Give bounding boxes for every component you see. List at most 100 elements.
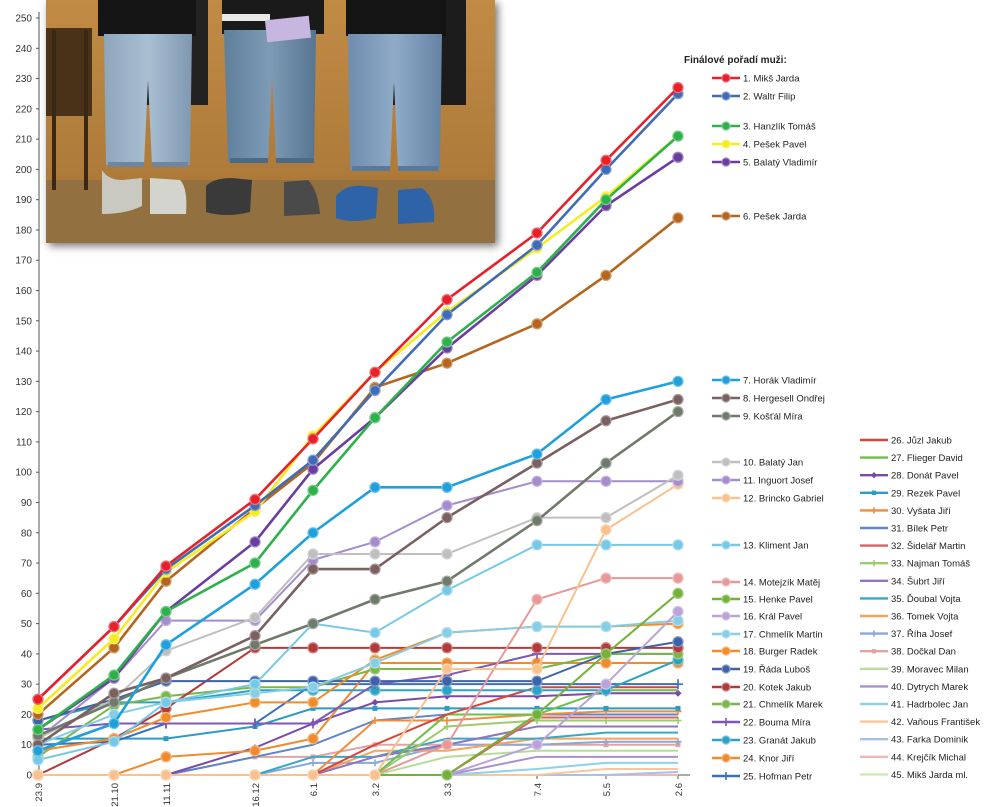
data-point (369, 675, 381, 687)
legend-entry: 24. Knor Jiří (712, 753, 795, 765)
x-axis: 23.9 21.10 11.11 16.12 6.1 3.2 3.3 7.4 5.5 2.6 (34, 774, 690, 807)
data-point (600, 620, 612, 633)
series-6 (32, 212, 684, 721)
data-point (249, 578, 261, 590)
data-point (108, 736, 120, 748)
x-tick-label: 3.3 (443, 783, 454, 796)
legend-entry: 19. Řáda Luboš (712, 664, 810, 676)
legend-entry: 39. Moravec Milan (860, 664, 969, 675)
data-point (721, 682, 731, 692)
data-point (672, 130, 684, 142)
legend: Finálové pořadí muži: 1. Mikš Jarda 2. Wa… (684, 55, 980, 783)
legend-label: 24. Knor Jiří (743, 754, 795, 765)
legend-entry: 11. Inguort Josef (712, 475, 813, 487)
legend-entry: 16. Král Pavel (712, 611, 802, 623)
x-tick-label: 6.1 (309, 783, 320, 796)
legend-entry: 31. Bílek Petr (860, 524, 948, 535)
series-13 (32, 539, 684, 766)
y-tick-label: 120 (15, 407, 32, 418)
legend-label: 43. Farka Dominik (891, 735, 968, 746)
series-3 (32, 130, 684, 736)
y-tick-label: 50 (21, 619, 33, 630)
legend-entry: 44. Krejčík Michal (860, 752, 966, 763)
data-point (534, 705, 540, 711)
legend-entry: 2. Waltr Filip (712, 91, 795, 103)
data-point (721, 594, 731, 604)
legend-label: 40. Dytrych Marek (891, 682, 968, 693)
legend-label: 17. Chmelík Martin (743, 630, 823, 641)
series-12 (32, 478, 684, 781)
data-point (600, 154, 612, 166)
data-point (307, 696, 319, 708)
data-point (672, 212, 684, 224)
legend-entry: 45. Mikš Jarda ml. (860, 770, 968, 781)
legend-label: 2. Waltr Filip (743, 92, 795, 103)
data-point (441, 627, 453, 639)
data-point (531, 539, 543, 551)
legend-entry: 28. Donát Pavel (860, 471, 959, 482)
data-point (721, 73, 731, 83)
x-tick-label: 3.2 (371, 783, 382, 796)
series-line (37, 646, 678, 776)
series-line (37, 474, 679, 740)
data-point (721, 393, 731, 403)
data-point (249, 493, 261, 506)
data-point (369, 657, 381, 669)
x-tick-label: 21.10 (110, 783, 121, 807)
data-point (369, 481, 381, 493)
series-line (38, 483, 679, 776)
y-tick-label: 90 (21, 498, 33, 509)
data-point (441, 309, 453, 321)
data-point (32, 693, 44, 705)
data-point (443, 716, 451, 724)
data-point (308, 718, 318, 729)
legend-label: 25. Hofman Petr (743, 772, 812, 783)
data-point (721, 577, 731, 587)
legend-label: 16. Král Pavel (743, 612, 802, 623)
legend-label: 14. Motejzík Matěj (743, 578, 820, 589)
data-point (672, 405, 684, 418)
data-point (441, 663, 453, 675)
data-point (160, 711, 172, 724)
data-point (675, 705, 681, 711)
data-point (672, 375, 684, 388)
legend-entry: 29. Rezek Pavel (860, 488, 960, 499)
y-tick-label: 200 (15, 165, 32, 176)
legend-label: 23. Granát Jakub (743, 736, 816, 747)
y-tick-label: 70 (21, 559, 33, 570)
legend-label: 21. Chmelík Marek (743, 700, 823, 711)
legend-label: 8. Hergesell Ondřej (743, 394, 825, 405)
data-point (369, 642, 381, 654)
data-point (600, 269, 612, 282)
legend-label: 41. Hadrbolec Jan (891, 700, 968, 711)
data-point (160, 769, 172, 781)
x-tick-label: 7.4 (533, 783, 544, 796)
legend-entry: 30. Vyšata Jiří (860, 506, 951, 517)
y-tick-label: 40 (21, 649, 33, 660)
y-tick-label: 60 (21, 589, 33, 600)
series-line (38, 707, 678, 740)
y-tick-label: 160 (15, 286, 32, 297)
data-point (721, 540, 731, 550)
data-point (721, 211, 731, 221)
x-tick-label: 5.5 (602, 783, 613, 796)
legend-label: 29. Rezek Pavel (891, 488, 960, 499)
legend-label: 6. Pešek Jarda (743, 212, 807, 223)
data-point (369, 384, 381, 397)
legend-label: 3. Hanzlík Tomáš (743, 122, 816, 133)
data-point (249, 536, 261, 548)
data-point (721, 475, 731, 485)
data-point (249, 745, 261, 757)
data-point (441, 499, 453, 512)
data-point (372, 705, 378, 711)
y-tick-label: 240 (15, 44, 32, 55)
data-point (108, 620, 120, 633)
legend-entry: 34. Šubrt Jiří (860, 576, 945, 587)
series-line (37, 380, 679, 752)
data-point (531, 475, 543, 487)
x-tick-label: 2.6 (674, 783, 685, 796)
data-point (369, 627, 381, 639)
data-point (721, 699, 731, 709)
data-point (870, 630, 878, 637)
legend-entry: 17. Chmelík Martin (712, 629, 823, 641)
